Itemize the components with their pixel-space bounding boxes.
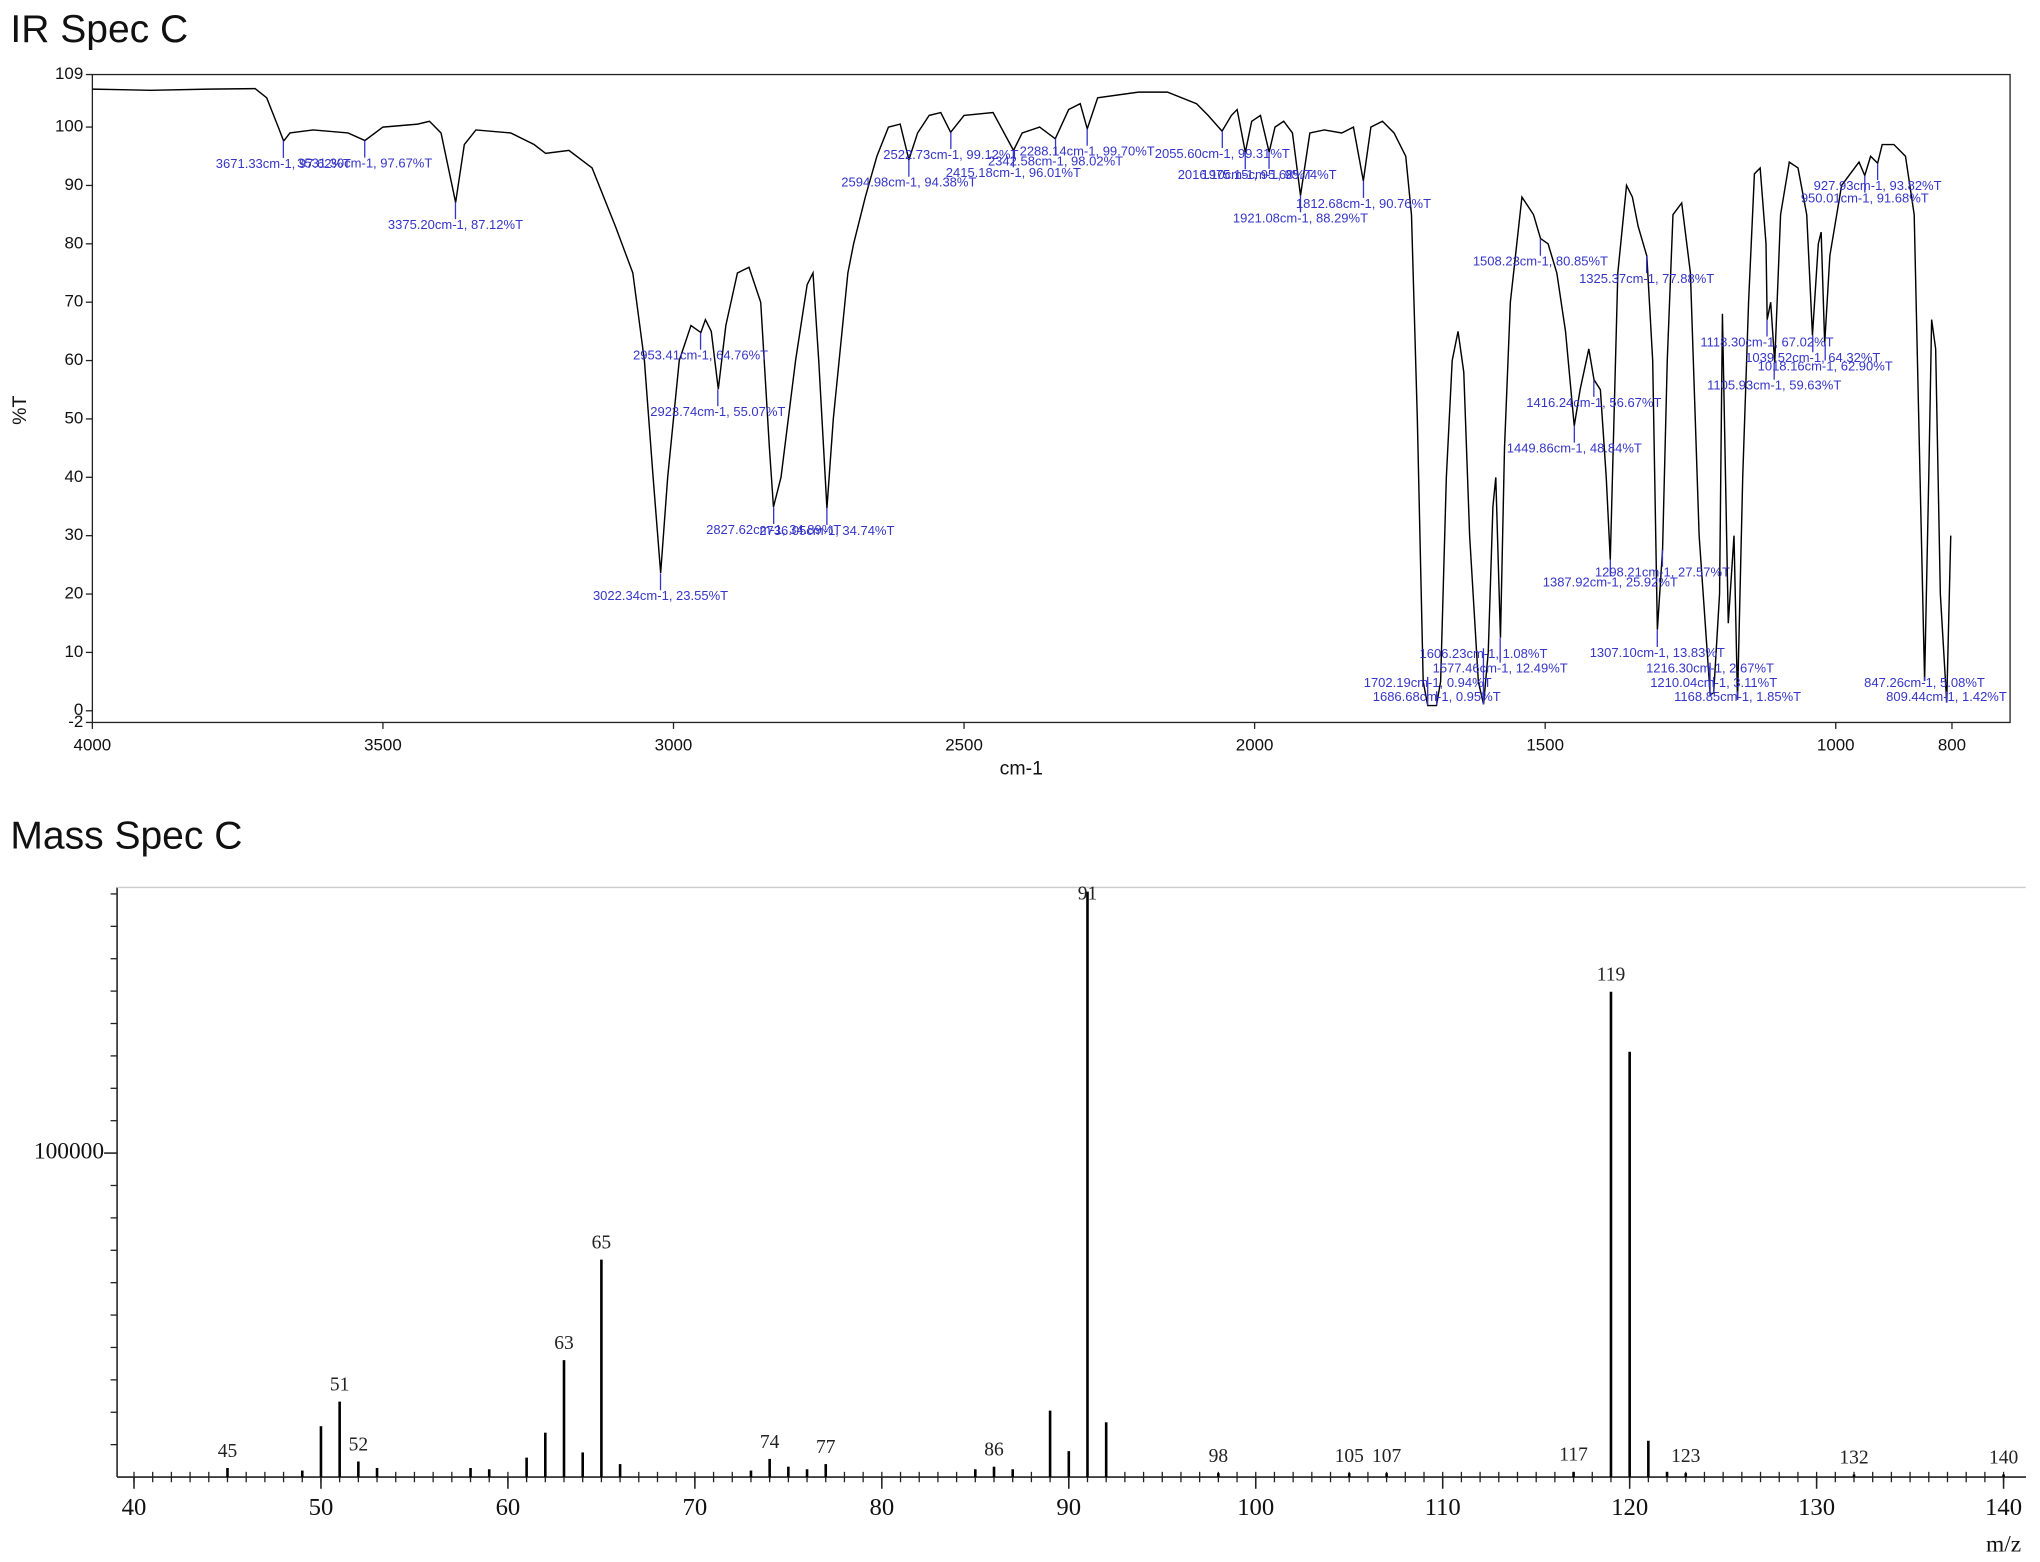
x-tick-label: 50 [309,1494,334,1521]
peak-label: 1298.21cm-1, 27.57%T [1595,565,1730,580]
peak-label: 2923.74cm-1, 55.07%T [650,404,785,419]
peak-label: 1387.92cm-1, 25.92%T [1543,574,1678,589]
peak-label: 2016.10cm-1, 95.68%T [1178,167,1313,182]
x-tick-label: 4000 [74,735,112,754]
peak-label: 1702.19cm-1, 0.94%T [1364,675,1492,690]
x-tick-label: 2000 [1236,735,1274,754]
y-tick-label: 100000 [34,1138,104,1164]
x-tick-label: 110 [1425,1494,1461,1521]
peak-label: 1325.37cm-1, 77.88%T [1579,271,1714,286]
peak-label: 2288.14cm-1, 99.70%T [1020,144,1155,159]
x-tick-label: 120 [1611,1494,1648,1521]
x-tick-label: 3500 [364,735,402,754]
x-tick-label: 80 [869,1494,894,1521]
peak-label: 2415.18cm-1, 96.01%T [946,165,1081,180]
spectrum-line [92,87,1952,707]
ms-title: Mass Spec C [10,815,242,858]
peak-label: 74 [760,1432,780,1453]
x-tick-label: 140 [1985,1494,2022,1521]
x-tick-label: 1000 [1817,735,1855,754]
peak-label: 86 [984,1440,1004,1461]
peak-label: 809.44cm-1, 1.42%T [1886,689,2007,704]
peak-label: 2827.62cm-1, 34.89%T [706,522,841,537]
y-tick-label: 60 [64,350,83,369]
peak-label: 1018.16cm-1, 62.90%T [1758,358,1893,373]
peak-label: 119 [1597,965,1626,986]
y-tick-label: -2 [68,712,83,731]
peak-label: 1307.10cm-1, 13.83%T [1590,645,1725,660]
y-tick-label: 30 [64,525,83,544]
peak-label: 3531.30cm-1, 97.67%T [297,156,432,171]
y-tick-label: 70 [64,292,83,311]
y-tick-label: 20 [64,584,83,603]
y-tick-label: 50 [64,408,83,427]
peak-label: 1168.85cm-1, 1.85%T [1674,689,1801,704]
peak-label: 140 [1989,1447,2018,1468]
peak-label: 2736.05cm-1, 34.74%T [759,523,894,538]
peak-label: 107 [1372,1446,1402,1467]
peak-label: 1975.15cm-1, 95.74%T [1201,167,1336,182]
peak-label: 1921.08cm-1, 88.29%T [1233,210,1368,225]
peak-label: 3671.33cm-1, 97.62%T [216,156,351,171]
peak-label: 1039.52cm-1, 64.32%T [1745,350,1880,365]
x-tick-label: 100 [1237,1494,1274,1521]
peak-label: 1577.46cm-1, 12.49%T [1433,661,1568,676]
peak-label: 1210.04cm-1, 3.11%T [1650,675,1777,690]
peak-label: 65 [592,1233,612,1254]
peak-label: 63 [554,1333,574,1354]
x-tick-label: 1500 [1526,735,1564,754]
ir-y-label: %T [9,395,31,424]
peak-label: 2055.60cm-1, 99.31%T [1155,146,1290,161]
peak-label: 1812.68cm-1, 90.76%T [1296,196,1431,211]
ir-x-label: cm-1 [1000,757,1043,779]
x-tick-label: 2500 [945,735,983,754]
peak-label: 1449.86cm-1, 48.84%T [1507,441,1642,456]
y-tick-label: 0 [74,700,83,719]
peak-label: 3375.20cm-1, 87.12%T [388,217,523,232]
peak-label: 1686.68cm-1, 0.95%T [1373,689,1501,704]
peak-label: 117 [1559,1445,1588,1466]
ms-x-label: m/z [1986,1531,2021,1557]
peak-label: 45 [218,1441,238,1462]
peak-label: 927.93cm-1, 93.82%T [1814,178,1942,193]
x-tick-label: 40 [122,1494,147,1521]
peak-label: 1416.24cm-1, 56.67%T [1526,395,1661,410]
y-tick-label: 100 [55,117,83,136]
y-tick-label: 80 [64,233,83,252]
peak-label: 1606.23cm-1, 1.08%T [1419,646,1547,661]
peak-label: 123 [1671,1446,1700,1467]
x-tick-label: 3000 [655,735,693,754]
peak-label: 52 [349,1434,369,1455]
peak-label: 105 [1335,1446,1364,1467]
peak-label: 2594.98cm-1, 94.38%T [841,175,976,190]
peak-label: 847.26cm-1, 5.08%T [1864,675,1985,690]
peak-label: 1508.23cm-1, 80.85%T [1473,254,1608,269]
peak-label: 1105.93cm-1, 59.63%T [1707,378,1841,393]
peak-label: 950.01cm-1, 91.68%T [1801,190,1929,205]
y-tick-label: 90 [64,175,83,194]
plot-frame [91,73,2011,724]
peak-label: 91 [1078,884,1098,905]
x-tick-label: 800 [1938,735,1966,754]
peak-label: 2342.58cm-1, 98.02%T [988,153,1123,168]
peak-label: 2522.73cm-1, 99.12%T [883,147,1018,162]
x-tick-label: 60 [496,1494,521,1521]
x-tick-label: 70 [683,1494,708,1521]
y-tick-label: 10 [64,642,83,661]
peak-label: 51 [330,1374,350,1395]
x-tick-label: 130 [1798,1494,1835,1521]
x-tick-label: 90 [1056,1494,1081,1521]
peak-label: 98 [1209,1446,1229,1467]
peak-label: 1216.30cm-1, 2.67%T [1646,661,1774,676]
peak-label: 77 [816,1437,836,1458]
y-tick-label: 40 [64,467,83,486]
ir-title: IR Spec C [10,8,188,51]
peak-label: 132 [1839,1447,1868,1468]
y-tick-label: 109 [55,64,83,83]
peak-label: 1118.30cm-1, 67.02%T [1700,334,1833,349]
peak-label: 3022.34cm-1, 23.55%T [593,588,728,603]
peak-label: 2953.41cm-1, 64.76%T [633,348,768,363]
